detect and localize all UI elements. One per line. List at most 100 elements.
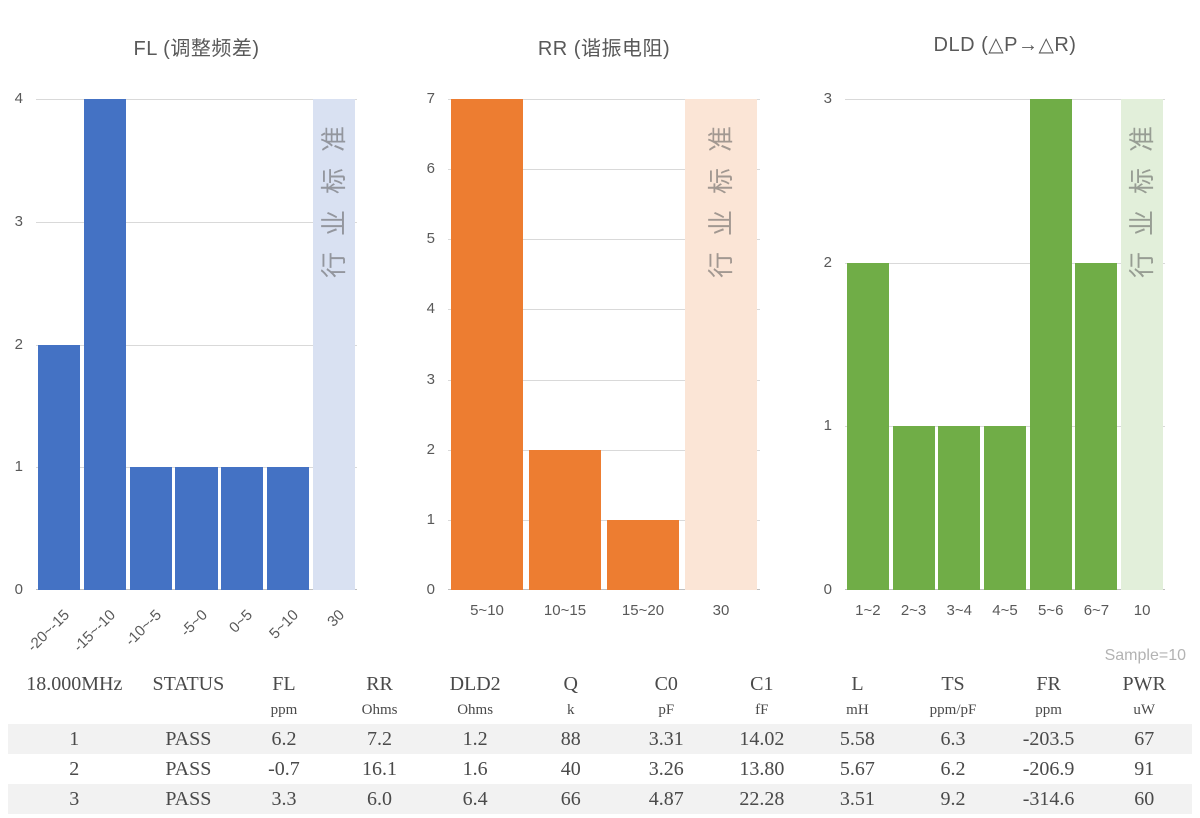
y-axis-label: 3 — [14, 212, 23, 230]
bar--10~-5 — [129, 467, 172, 590]
bar-4~5 — [983, 426, 1027, 590]
cell-FL: 3.3 — [271, 788, 297, 810]
cell-C0: 3.26 — [648, 758, 684, 780]
column-header-Q: Q — [563, 673, 578, 695]
y-axis-label: 0 — [426, 581, 435, 598]
x-axis-label: 5~6 — [1037, 602, 1064, 619]
cell-FL: 6.2 — [271, 728, 297, 750]
column-header-PWR: PWR — [1122, 673, 1166, 695]
header-names-row: 18.000MHz STATUS FL RR DLD2 Q C0 C1 L TS FR PWR — [8, 668, 1192, 700]
x-axis-label: 6~7 — [1083, 602, 1110, 619]
cell-STATUS: PASS — [165, 728, 212, 750]
x-axis-label: 30 — [712, 602, 730, 619]
cell-L: 5.58 — [839, 728, 875, 750]
cell-DLD2: 6.4 — [462, 788, 488, 810]
header-units-row: ppm Ohms Ohms k pF fF mH ppm/pF ppm uW — [8, 700, 1192, 724]
x-axis-label: 15~20 — [621, 602, 665, 619]
column-header-STATUS: STATUS — [152, 673, 225, 695]
x-axis-label: 5~10 — [470, 602, 504, 619]
cell-Q: 88 — [560, 728, 581, 750]
column-unit-FL: ppm — [270, 702, 298, 718]
standard-label: 行业标准 — [705, 110, 736, 279]
gridline-7 — [448, 99, 760, 100]
column-header-C1: C1 — [750, 673, 774, 695]
column-unit-18.000MHz — [8, 700, 141, 724]
gridline-2 — [36, 344, 357, 346]
table-row-2: 2 PASS -0.7 16.1 1.6 40 3.26 13.80 5.67 6.2 -206.9… — [8, 754, 1192, 784]
gridline-6 — [448, 169, 760, 171]
standard-label: 行业标准 — [319, 110, 350, 279]
bar-3~4 — [938, 426, 981, 590]
chart-rr-title: RR (谐振电阻) — [537, 38, 671, 60]
cell-FR: -206.9 — [1022, 758, 1075, 780]
table-row-3: 3 PASS 3.3 6.0 6.4 66 4.87 22.28 3.51 9.2 -314.6 60 — [8, 784, 1192, 814]
cell-PWR: 67 — [1134, 728, 1155, 750]
cell-PWR: 60 — [1134, 788, 1155, 810]
chart-fl: FL (调整频差) -20~-15 -15~-10 -10~-5 -5~0 0~5 5~1… — [0, 0, 400, 655]
x-axis-label: 2~3 — [900, 602, 927, 619]
cell-DLD2: 1.6 — [462, 758, 488, 780]
column-header-C0: C0 — [654, 673, 678, 695]
y-axis-label: 3 — [426, 370, 435, 388]
column-header-L: L — [851, 673, 864, 695]
cell-C1: 13.80 — [739, 758, 785, 780]
column-unit-RR: Ohms — [361, 702, 398, 718]
cell-PWR: 91 — [1134, 758, 1155, 780]
cell-DLD2: 1.2 — [462, 728, 488, 750]
standard-bar: 行业标准 — [685, 99, 757, 590]
cell-FR: -314.6 — [1022, 788, 1075, 810]
bar-15~20 — [607, 519, 679, 590]
bar-0~5 — [221, 467, 264, 590]
x-axis-label: 10 — [1133, 602, 1151, 619]
bar-5~10 — [451, 99, 523, 590]
x-axis-label: 10~15 — [543, 602, 587, 619]
sample-size-label: Sample=10 — [1104, 647, 1186, 664]
column-unit-DLD2: Ohms — [457, 702, 494, 718]
cell-TS: 9.2 — [940, 788, 966, 810]
bar--20~-15 — [37, 344, 81, 590]
y-axis-label: 0 — [823, 581, 832, 598]
gridline-2 — [845, 262, 1165, 264]
y-axis-label: 2 — [823, 253, 832, 271]
column-unit-STATUS — [141, 700, 237, 724]
cell-RR: 6.0 — [367, 788, 393, 810]
results-table-body: 1 PASS 6.2 7.2 1.2 88 3.31 14.02 5.58 6.3 -203.5 67… — [8, 724, 1192, 814]
column-header-TS: TS — [941, 673, 965, 695]
column-unit-C0: pF — [658, 702, 675, 718]
column-header-DLD2: DLD2 — [449, 673, 501, 695]
cell-Q: 66 — [560, 788, 581, 810]
cell-C1: 22.28 — [739, 788, 785, 810]
column-header-18.000MHz: 18.000MHz — [26, 673, 123, 695]
y-axis-label: 5 — [426, 230, 435, 248]
x-axis-label: 3~4 — [946, 602, 972, 619]
cell-TS: 6.3 — [940, 728, 966, 750]
gridline-3 — [448, 379, 760, 381]
y-axis-label: 1 — [14, 458, 23, 476]
gridline-2 — [448, 449, 760, 451]
cell-STATUS: PASS — [165, 758, 212, 780]
chart-dld-plot: 1~2 2~3 3~4 4~5 5~6 6~7 行业标准 10 — [845, 99, 1165, 619]
y-axis-label: 1 — [426, 510, 435, 528]
cell-L: 5.67 — [839, 758, 875, 780]
y-axis-label: 0 — [14, 581, 23, 598]
cell-STATUS: PASS — [165, 788, 212, 810]
gridline-4 — [448, 309, 760, 311]
cell-18.000MHz: 2 — [69, 758, 80, 780]
column-header-FR: FR — [1036, 673, 1061, 695]
column-header-FL: FL — [272, 673, 296, 695]
results-table-head: 18.000MHz STATUS FL RR DLD2 Q C0 C1 L TS FR PWR ppm O… — [8, 668, 1192, 724]
bar-5~10 — [267, 467, 310, 590]
chart-fl-title: FL (调整频差) — [133, 38, 260, 60]
column-unit-L: mH — [846, 702, 869, 718]
cell-Q: 40 — [560, 758, 581, 780]
bar--5~0 — [175, 467, 218, 590]
bar--15~-10 — [83, 99, 126, 590]
gridline-1 — [448, 519, 760, 521]
chart-fl-plot: -20~-15 -15~-10 -10~-5 -5~0 0~5 5~10 行业标准 30 — [24, 99, 357, 655]
column-unit-PWR: uW — [1133, 702, 1156, 718]
cell-C0: 3.31 — [648, 728, 684, 750]
y-axis-label: 4 — [14, 90, 23, 107]
y-axis-label: 6 — [426, 160, 435, 178]
column-unit-C1: fF — [755, 702, 769, 718]
x-axis-label: 4~5 — [992, 602, 1018, 619]
